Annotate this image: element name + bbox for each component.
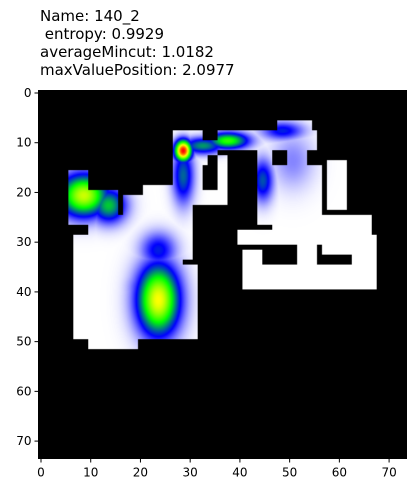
x-tick-label: 0 [37, 466, 45, 480]
x-tick-label: 10 [83, 466, 98, 480]
y-tick-label: 0 [24, 86, 32, 100]
x-tick-label: 20 [133, 466, 148, 480]
x-axis: 0 10 20 30 40 50 60 70 [37, 458, 397, 480]
x-tick-label: 40 [232, 466, 247, 480]
plot-title: Name: 140_2 entropy: 0.9929 averageMincu… [40, 7, 235, 79]
axes-frame [38, 90, 407, 459]
x-tick-label: 50 [282, 466, 297, 480]
y-tick-label: 70 [16, 434, 31, 448]
title-average-mincut: averageMincut: 1.0182 [40, 43, 214, 61]
x-tick-label: 60 [332, 466, 347, 480]
title-name: Name: 140_2 [40, 7, 140, 25]
title-max-value-position: maxValuePosition: 2.0977 [40, 61, 235, 79]
y-tick-label: 60 [16, 384, 31, 398]
y-tick-label: 30 [16, 235, 31, 249]
y-tick-label: 50 [16, 335, 31, 349]
heatmap-image [38, 90, 407, 459]
x-tick-label: 30 [183, 466, 198, 480]
y-tick-label: 20 [16, 185, 31, 199]
y-tick-label: 40 [16, 285, 31, 299]
heatmap-raster [38, 90, 407, 459]
y-axis: 0 10 20 30 40 50 60 70 [16, 86, 39, 448]
title-entropy: entropy: 0.9929 [40, 25, 165, 43]
y-tick-label: 10 [16, 136, 31, 150]
x-tick-label: 70 [381, 466, 396, 480]
